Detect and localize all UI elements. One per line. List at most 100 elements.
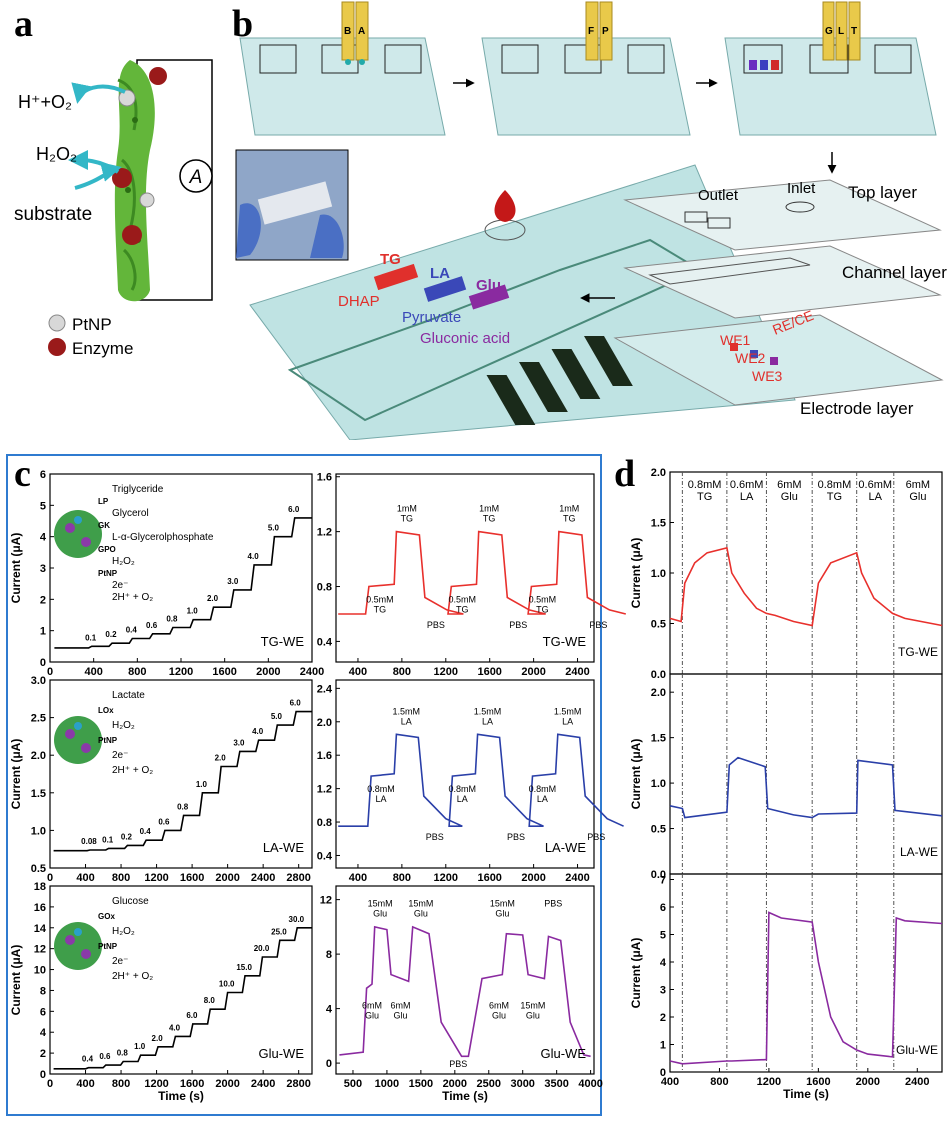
step-label: 2.0: [152, 1034, 164, 1043]
step-label: 0.1: [102, 835, 114, 844]
pulse-trace: [338, 733, 624, 827]
inset-label: PtNP: [98, 736, 118, 745]
y-tick-label: 3: [40, 563, 46, 575]
ptnp-dot-icon: [81, 949, 91, 959]
x-tick-label: 2400: [905, 1076, 929, 1088]
x-tick-label: 800: [393, 872, 411, 884]
ptnp-dot-icon: [81, 537, 91, 547]
step-label: 10.0: [219, 980, 235, 989]
x-tick-label: 1200: [434, 666, 458, 678]
x-tick-label: 400: [349, 666, 367, 678]
x-tick-label: 1600: [806, 1076, 830, 1088]
pulse-annotation: LA: [537, 794, 548, 804]
x-tick-label: 1600: [477, 872, 501, 884]
step-label: 2.0: [207, 594, 219, 603]
step-label: 8.0: [204, 996, 216, 1005]
label-top-layer: Top layer: [848, 183, 917, 202]
y-tick-label: 8: [326, 949, 332, 961]
x-tick-label: 2000: [521, 872, 545, 884]
step-label: 4.0: [169, 1023, 181, 1032]
enzyme-particle: [149, 67, 167, 85]
x-tick-label: 1200: [757, 1076, 781, 1088]
pulse-annotation: LA: [376, 794, 387, 804]
y-tick-label: 3.0: [31, 675, 46, 687]
pulse-annotation: Glu: [495, 908, 509, 918]
chart-glu-pulse: 500 1000 1500 2000 2500 3000 3500 4000 0 4 8 12 Time…: [320, 885, 603, 1103]
chart-la-pulse: 400 800 1200 1600 2000 2400 0.4 0.8 1.2 1.6 2.0 2.4…: [317, 679, 624, 884]
pulse-annotation: LA: [457, 794, 468, 804]
trace-label: Glu-WE: [541, 1046, 587, 1061]
y-tick-label: 1.5: [651, 518, 666, 530]
trace-label: TG-WE: [898, 645, 938, 659]
pulse-annotation: LA: [562, 716, 573, 726]
ptnp-dot-icon: [65, 935, 75, 945]
pulse-annotation: Glu: [414, 908, 428, 918]
x-tick-label: 0: [47, 872, 53, 884]
multiplex-trace: [669, 911, 943, 1065]
label-la: LA: [430, 265, 450, 282]
y-tick-label: 6: [660, 902, 666, 914]
pulse-annotation: PBS: [427, 620, 445, 630]
pulse-annotation: 6mM: [391, 1001, 411, 1011]
enzyme-ball-icon: [54, 510, 102, 558]
label-we1: WE1: [720, 332, 751, 348]
x-tick-label: 2000: [215, 872, 239, 884]
chip-step-2: F P: [481, 1, 691, 136]
y-axis-label: Current (μA): [9, 945, 23, 1016]
inset-label: H₂O₂: [112, 556, 135, 567]
trace-label: Glu-WE: [259, 1046, 305, 1061]
y-tick-label: 2.5: [31, 713, 46, 725]
y-tick-label: 2: [40, 594, 46, 606]
inset-label: GOx: [98, 912, 115, 921]
panel-c-frame: [6, 454, 602, 1116]
plot-frame: [335, 473, 595, 663]
y-tick-label: 8: [40, 985, 46, 997]
y-tick-label: 5: [40, 500, 46, 512]
panel-letter-d: d: [614, 453, 636, 495]
step-label: 0.6: [158, 817, 170, 826]
inset-label: GK: [98, 521, 110, 530]
plot-frame: [335, 885, 595, 1075]
step-label: 6.0: [288, 505, 300, 514]
pulse-annotation: 0.5mM: [448, 595, 476, 605]
step-label: 1.0: [196, 780, 208, 789]
y-tick-label: 0.4: [317, 636, 333, 648]
inset-label: LP: [98, 497, 109, 506]
x-tick-label: 400: [661, 1076, 679, 1088]
y-tick-label: 2.0: [31, 750, 46, 762]
step-label: 4.0: [252, 727, 264, 736]
step-label: 0.4: [126, 626, 138, 635]
panel-letter-a: a: [14, 3, 33, 45]
y-tick-label: 18: [34, 881, 46, 893]
label-substrate: substrate: [14, 204, 92, 225]
probe-label: L: [838, 26, 844, 37]
y-tick-label: 0: [40, 1069, 46, 1081]
pulse-annotation: PBS: [449, 1059, 467, 1069]
inset-label: Lactate: [112, 690, 145, 701]
ptnp-particle: [118, 89, 136, 107]
probe-label: G: [825, 26, 833, 37]
y-tick-label: 2.0: [317, 717, 332, 729]
label-dhap: DHAP: [338, 293, 380, 310]
label-channel-layer: Channel layer: [842, 263, 947, 282]
inset-label: H₂O₂: [112, 720, 135, 731]
x-tick-label: 4000: [578, 1078, 602, 1090]
x-tick-label: 1200: [169, 666, 193, 678]
step-label: 5.0: [271, 712, 283, 721]
pulse-annotation: LA: [482, 716, 493, 726]
y-tick-label: 2: [40, 1048, 46, 1060]
x-tick-label: 2400: [251, 872, 275, 884]
step-label: 15.0: [236, 963, 252, 972]
label-h-o2: H⁺+O₂: [18, 92, 72, 112]
y-tick-label: 2.4: [317, 683, 333, 695]
y-tick-label: 1.0: [651, 568, 666, 580]
pulse-annotation: 1mM: [559, 504, 579, 514]
y-tick-label: 1.2: [317, 527, 332, 539]
y-axis-label: Current (μA): [629, 739, 643, 810]
inset-label: GPO: [98, 545, 116, 554]
pulse-annotation: 6mM: [362, 1001, 382, 1011]
calibration-trace: [53, 927, 312, 1070]
y-tick-label: 7: [660, 875, 666, 887]
x-tick-label: 2800: [286, 1078, 310, 1090]
